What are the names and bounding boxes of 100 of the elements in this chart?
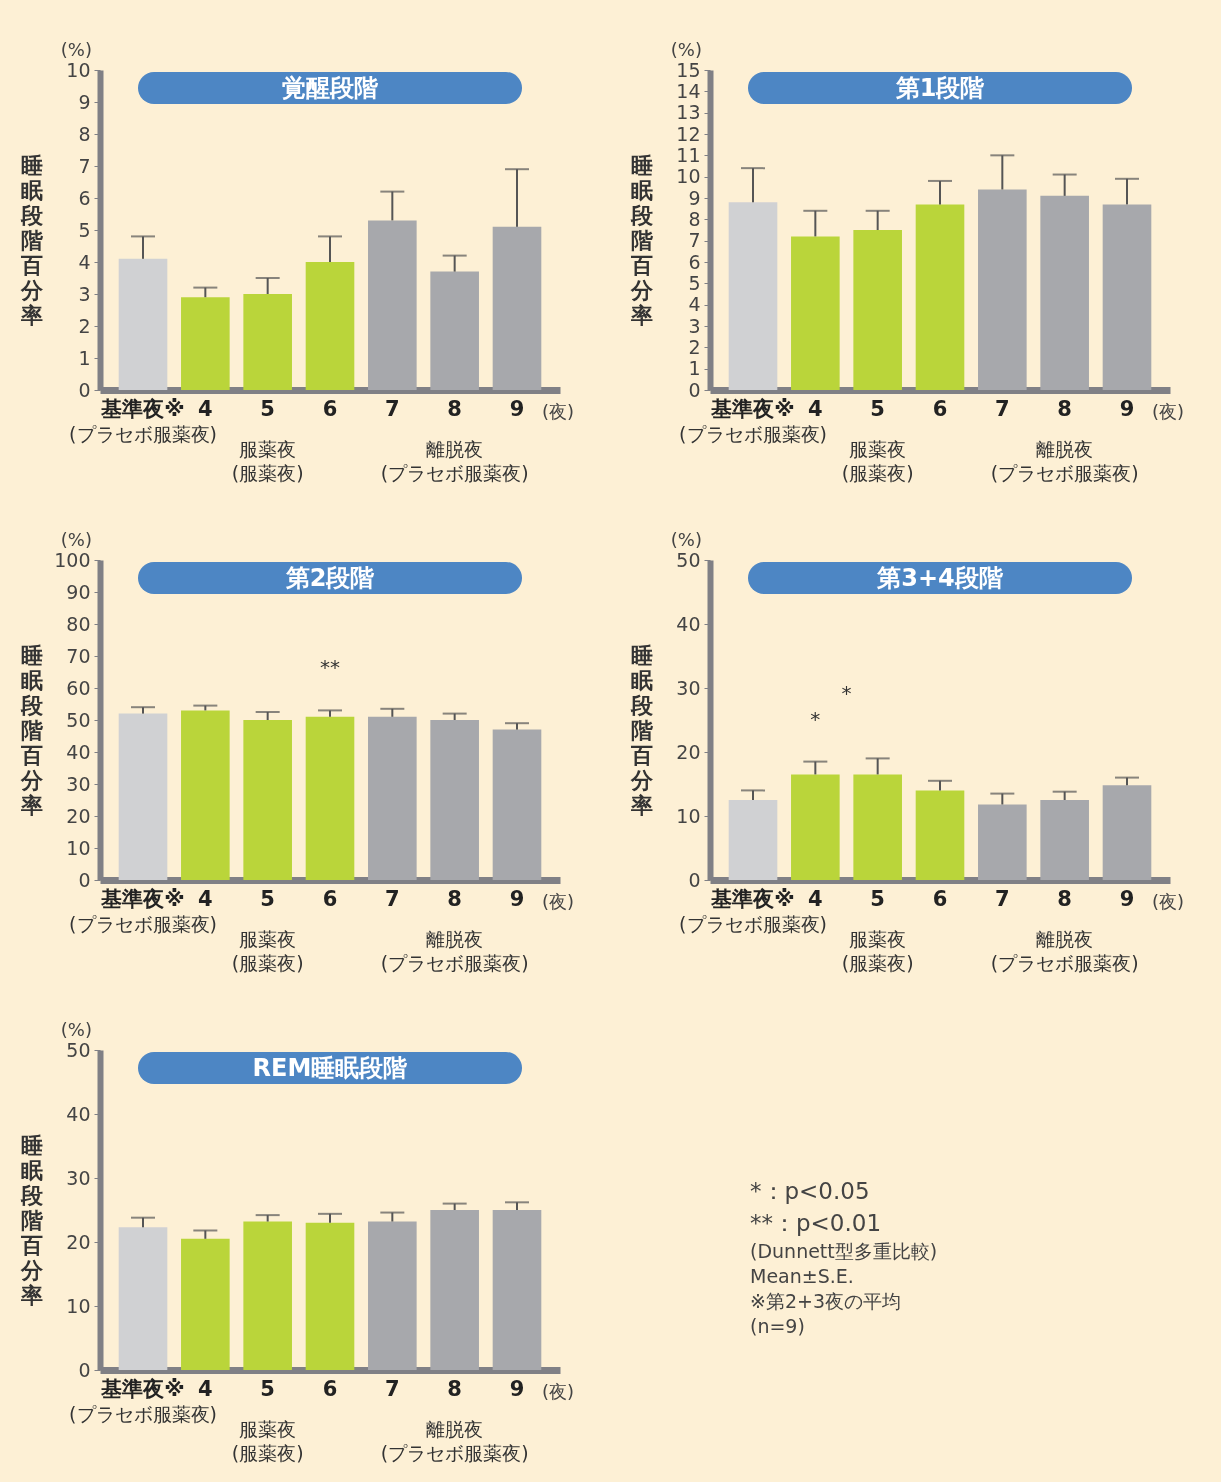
text: Mean±S.E. [750, 1264, 855, 1289]
annotation: * [810, 707, 821, 732]
y-tick-label: 2 [78, 314, 91, 337]
text: (服薬夜) [841, 462, 914, 484]
x-tick-label: 5 [260, 1376, 275, 1401]
y-tick-label: 10 [66, 58, 91, 81]
text: *：p<0.05 [750, 1177, 871, 1206]
x-tick-label: 5 [870, 886, 885, 911]
bar [728, 800, 778, 880]
y-tick-label: 30 [66, 1166, 91, 1189]
text: (%) [60, 1019, 92, 1040]
x-tick-label: 7 [995, 886, 1010, 911]
bar [305, 262, 355, 390]
y-tick-label: 0 [688, 378, 701, 401]
text: (プラセボ服薬夜) [380, 1442, 529, 1464]
x-tick-label: 7 [385, 1376, 400, 1401]
x-axis-title: (夜) [542, 401, 575, 422]
x-tick-label: 7 [995, 396, 1010, 421]
bar [368, 716, 417, 880]
bar [915, 204, 965, 390]
y-tick-label: 20 [66, 1230, 91, 1253]
y-tick-label: 100 [54, 548, 91, 571]
x-tick-label: 6 [322, 886, 338, 911]
y-tick-label: 50 [66, 1038, 91, 1061]
bar [1040, 195, 1089, 390]
y-tick-label: 15 [676, 58, 701, 81]
y-tick-label: 30 [66, 772, 91, 795]
y-tick-label: 1 [78, 346, 91, 369]
bar [853, 774, 902, 880]
y-tick-label: 7 [78, 154, 91, 177]
y-axis-title: 睡眠段階百分率 [20, 643, 44, 819]
y-tick-label: 4 [78, 250, 91, 273]
x-tick-label: 8 [1057, 396, 1072, 421]
x-tick-label: 4 [808, 396, 823, 421]
text: 服薬夜 [239, 928, 297, 950]
x-tick-label: 5 [260, 396, 275, 421]
text: (%) [670, 529, 702, 550]
y-tick-label: 70 [66, 644, 91, 667]
y-tick-label: 8 [78, 122, 91, 145]
bar [430, 720, 479, 880]
x-tick-label: 基準夜※ [100, 396, 185, 421]
text: 離脱夜 [1036, 928, 1094, 950]
y-tick-label: 12 [676, 122, 701, 145]
x-tick-label: 9 [509, 1376, 525, 1401]
y-tick-label: 0 [78, 378, 91, 401]
text: (服薬夜) [231, 952, 304, 974]
y-axis-title: 睡眠段階百分率 [20, 153, 44, 329]
text: (プラセボ服薬夜) [69, 1403, 217, 1425]
x-tick-label: 4 [808, 886, 823, 911]
y-axis-title: 睡眠段階百分率 [20, 1133, 44, 1309]
text: (服薬夜) [841, 952, 914, 974]
y-tick-label: 1 [688, 357, 701, 380]
y-tick-label: 5 [78, 218, 91, 241]
text: 離脱夜 [426, 928, 484, 950]
y-tick-label: 0 [688, 868, 701, 891]
x-tick-label: 6 [932, 396, 948, 421]
annotation: * [841, 681, 852, 706]
bar [181, 297, 230, 390]
bar [118, 713, 168, 880]
y-tick-label: 2 [688, 335, 701, 358]
y-tick-label: 9 [78, 90, 91, 113]
y-tick-label: 4 [688, 293, 701, 316]
y-tick-label: 50 [676, 548, 701, 571]
x-tick-label: 基準夜※ [710, 886, 795, 911]
y-tick-label: 80 [66, 612, 91, 635]
title-banner: 覚醒段階 [138, 72, 522, 104]
y-tick-label: 10 [676, 165, 701, 188]
text: (Dunnett型多重比較) [750, 1239, 938, 1264]
y-axis-title: 睡眠段階百分率 [630, 153, 654, 329]
y-tick-label: 40 [66, 1102, 91, 1125]
y-tick-label: 9 [688, 186, 701, 209]
text: 服薬夜 [239, 438, 297, 460]
bar [791, 236, 840, 390]
y-tick-label: 6 [688, 250, 701, 273]
text: 離脱夜 [426, 1418, 484, 1440]
bar [978, 189, 1027, 390]
y-tick-label: 30 [676, 676, 701, 699]
bar [1040, 800, 1089, 880]
bar [305, 716, 355, 880]
x-tick-label: 8 [447, 886, 462, 911]
text: (n=9) [750, 1314, 806, 1339]
x-axis-title: (夜) [1152, 891, 1185, 912]
text: 服薬夜 [849, 928, 907, 950]
y-tick-label: 7 [688, 229, 701, 252]
y-tick-label: 8 [688, 207, 701, 230]
bar [492, 729, 542, 880]
y-tick-label: 3 [688, 314, 701, 337]
x-tick-label: 4 [198, 396, 213, 421]
y-tick-label: 40 [66, 740, 91, 763]
bar [978, 804, 1027, 880]
text: (プラセボ服薬夜) [990, 952, 1139, 974]
x-tick-label: 8 [447, 396, 462, 421]
bar [368, 220, 417, 390]
text: **：p<0.01 [750, 1209, 883, 1238]
bar [243, 720, 292, 880]
text: (プラセボ服薬夜) [69, 913, 217, 935]
text: 離脱夜 [1036, 438, 1094, 460]
annotation: ** [320, 654, 340, 679]
bar [492, 226, 542, 390]
bar [430, 271, 479, 390]
